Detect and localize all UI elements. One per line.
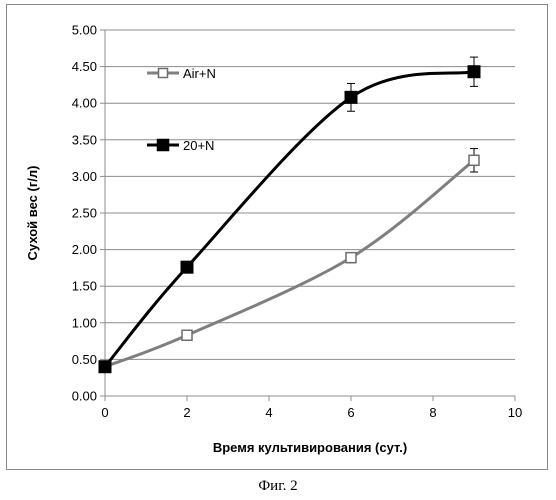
y-tick-labels: 0.00 0.50 1.00 1.50 2.00 2.50 3.00 3.50 4.00 4.50… xyxy=(72,23,97,404)
y-tick-label-0: 0.00 xyxy=(72,389,97,404)
x-tick-label-5: 10 xyxy=(508,405,522,420)
y-tick-label-2: 1.00 xyxy=(72,315,97,330)
data-series xyxy=(99,57,480,373)
line-chart: 0.00 0.50 1.00 1.50 2.00 2.50 3.00 3.50 4.00 4.50… xyxy=(7,5,547,469)
data-point-air-n-3 xyxy=(469,155,479,165)
chart-frame: 0.00 0.50 1.00 1.50 2.00 2.50 3.00 3.50 4.00 4.50… xyxy=(6,4,548,470)
x-tick-label-0: 0 xyxy=(101,405,108,420)
data-point-20-n-1 xyxy=(181,261,193,273)
y-tick-label-7: 3.50 xyxy=(72,132,97,147)
x-tick-label-1: 2 xyxy=(183,405,190,420)
data-point-20-n-2 xyxy=(345,91,357,103)
data-point-20-n-0 xyxy=(99,361,111,373)
data-point-air-n-2 xyxy=(346,253,356,263)
y-tick-label-9: 4.50 xyxy=(72,59,97,74)
legend-marker-20-n xyxy=(158,140,169,151)
y-tick-label-1: 0.50 xyxy=(72,352,97,367)
y-tick-label-3: 1.50 xyxy=(72,279,97,294)
data-point-20-n-3 xyxy=(468,66,480,78)
legend-label-20-n: 20+N xyxy=(183,138,214,153)
y-tick-label-6: 3.00 xyxy=(72,169,97,184)
legend-label-air-n: Air+N xyxy=(183,66,216,81)
x-tick-label-3: 6 xyxy=(347,405,354,420)
legend-marker-air-n xyxy=(159,69,168,78)
data-point-air-n-1 xyxy=(182,330,192,340)
y-tick-label-5: 2.50 xyxy=(72,206,97,221)
y-tick-label-8: 4.00 xyxy=(72,96,97,111)
x-tick-labels: 0 2 4 6 8 10 xyxy=(101,405,522,420)
series-line-air-n xyxy=(105,160,474,366)
x-tick-label-4: 8 xyxy=(429,405,436,420)
x-axis-title: Время культивирования (сут.) xyxy=(213,440,407,455)
y-tick-label-4: 2.00 xyxy=(72,242,97,257)
y-axis-title: Сухой вес (г/л) xyxy=(25,166,40,261)
gridlines xyxy=(105,30,515,359)
y-tick-label-10: 5.00 xyxy=(72,23,97,38)
figure-caption: Фиг. 2 xyxy=(0,478,556,495)
x-tick-label-2: 4 xyxy=(265,405,272,420)
